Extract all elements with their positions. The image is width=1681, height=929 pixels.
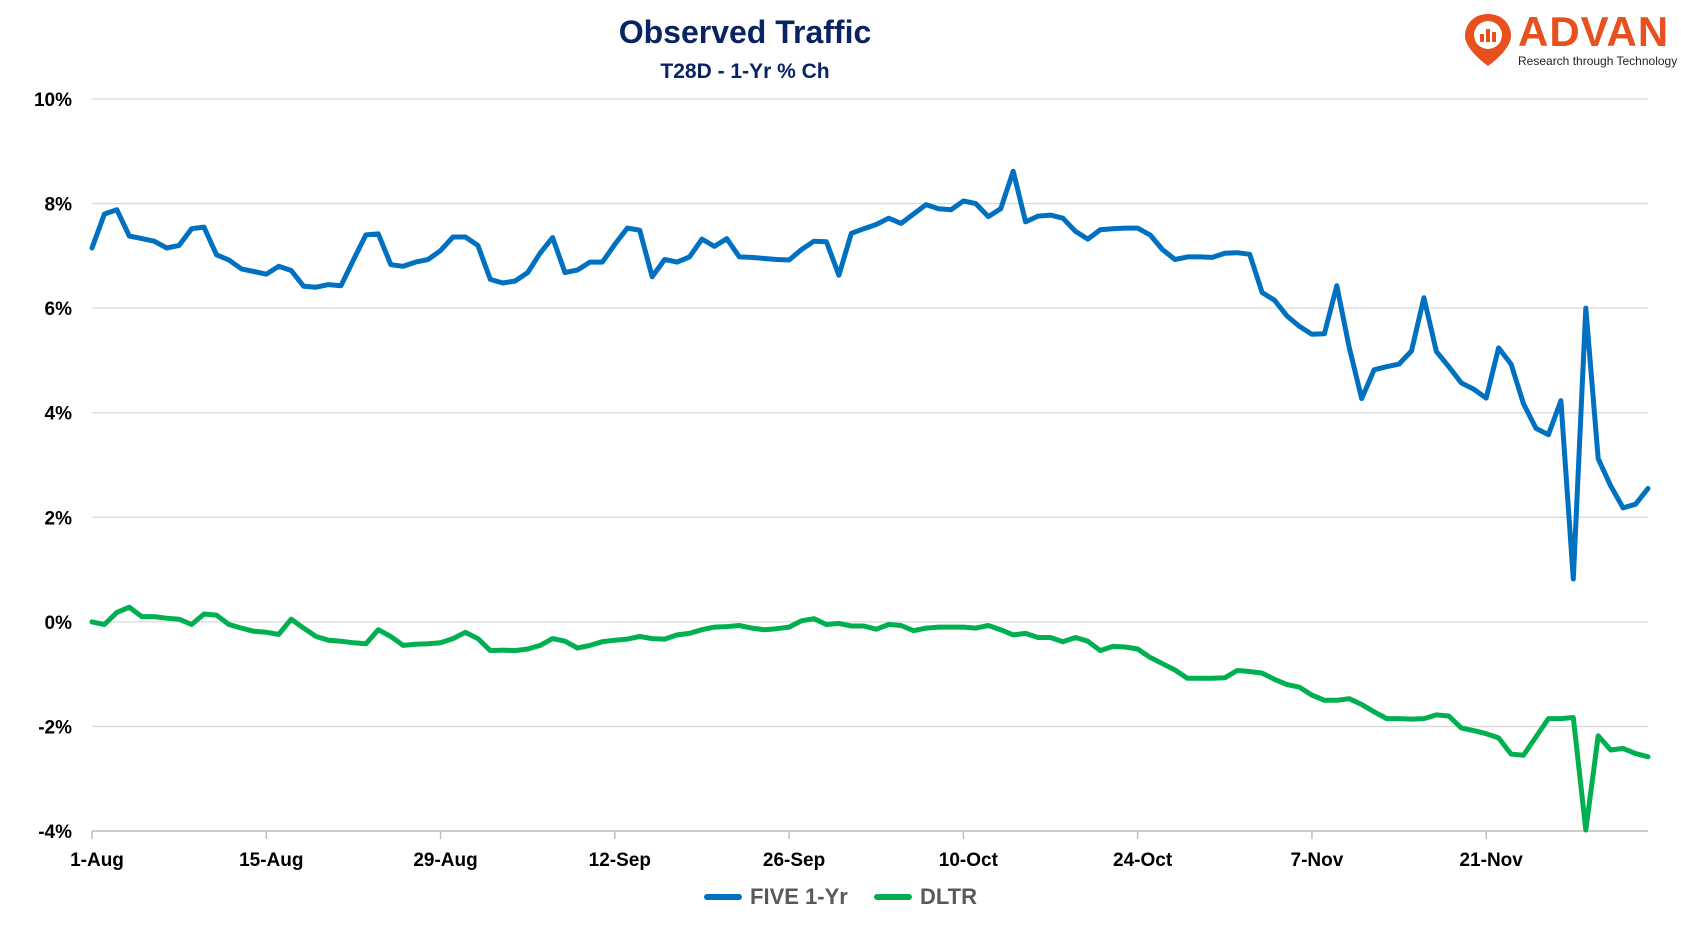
chart-series [89,168,1651,833]
x-tick-label: 15-Aug [239,850,303,871]
legend-swatch-dltr [873,894,912,900]
y-tick-label: 10% [34,90,72,111]
legend-item-five: FIVE 1-Yr [704,884,848,910]
y-tick-label: -4% [38,822,72,843]
x-axis: 1-Aug 15-Aug 29-Aug 12-Sep 26-Sep 10-Oct 24-Oc… [70,830,1648,871]
legend-swatch-five [704,894,743,900]
x-tick-label: 21-Nov [1459,850,1523,871]
y-tick-label: 6% [45,299,73,320]
x-tick-label: 12-Sep [589,850,651,871]
y-tick-label: 4% [45,404,73,425]
logo-wordmark: ADVAN [1518,8,1670,55]
x-tick-label: 7-Nov [1291,850,1344,871]
series-line-dltr [89,604,1651,833]
y-tick-label: -2% [38,717,72,738]
x-tick-label: 26-Sep [763,850,825,871]
y-tick-label: 2% [45,508,73,529]
legend-label-dltr: DLTR [919,884,977,909]
chart-title: Observed Traffic [618,14,872,50]
chart-gridlines [92,98,1648,832]
series-line-five [89,168,1651,582]
chart-subtitle: T28D - 1-Yr % Ch [660,60,830,83]
y-tick-label: 8% [45,195,73,216]
legend-label-five: FIVE 1-Yr [750,884,848,909]
legend-item-dltr: DLTR [873,884,977,910]
y-tick-label: 0% [45,613,73,634]
chart-legend: FIVE 1-Yr DLTR [0,880,1681,910]
x-tick-label: 29-Aug [413,850,477,871]
y-axis: 10% 8% 6% 4% 2% 0% -2% -4% [34,90,72,843]
logo-tagline: Research through Technology [1518,54,1678,68]
x-tick-label: 10-Oct [939,850,999,871]
advan-logo: ADVAN Research through Technology [1460,8,1677,70]
x-tick-label: 24-Oct [1113,850,1173,871]
map-pin-icon [1465,14,1511,66]
x-tick-label: 1-Aug [70,850,124,871]
